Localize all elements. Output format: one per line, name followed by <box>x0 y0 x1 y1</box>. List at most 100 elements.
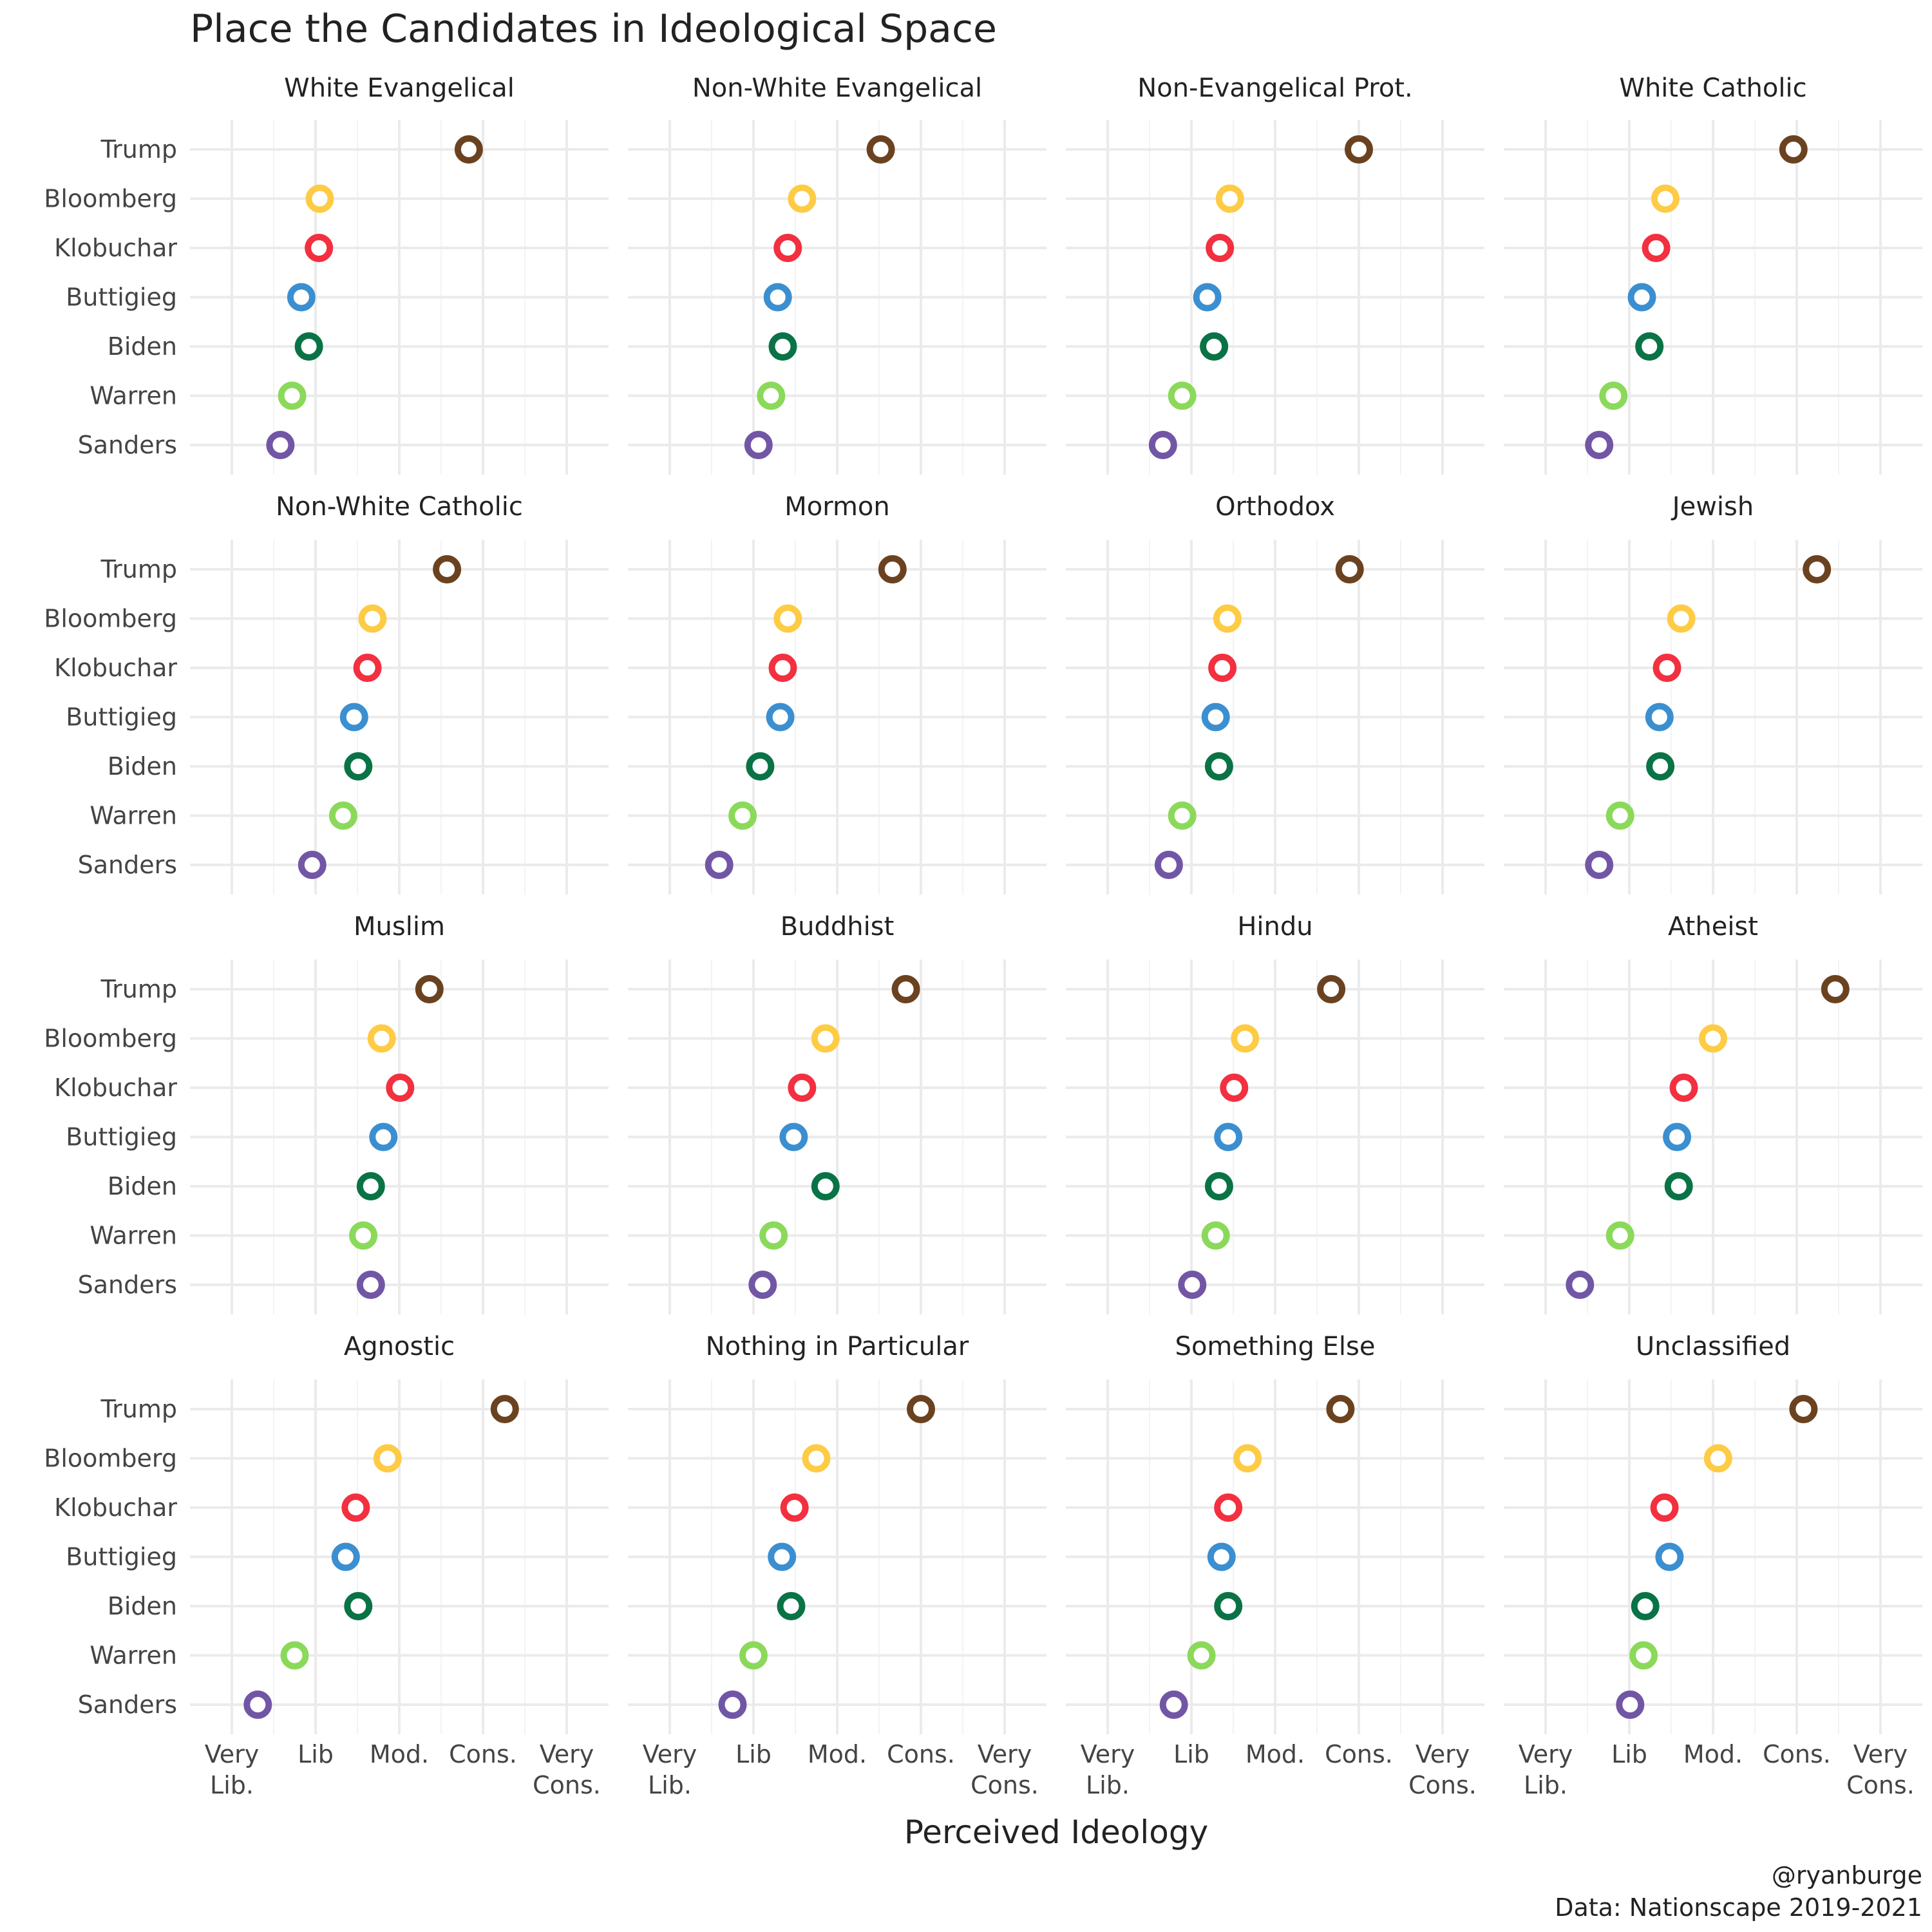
point-biden <box>1631 1592 1660 1620</box>
y-tick-label: Warren <box>90 1642 177 1670</box>
panel-non-white-evangelical: Non-White Evangelical <box>628 73 1046 475</box>
y-tick-label: Warren <box>90 382 177 410</box>
point-trump <box>907 1395 935 1423</box>
x-tick-label: Lib <box>298 1740 334 1768</box>
x-tick-label: Lib <box>735 1740 772 1768</box>
point-klobuchar <box>1208 654 1237 682</box>
chart-title: Place the Candidates in Ideological Spac… <box>190 6 997 52</box>
point-warren <box>1599 381 1628 410</box>
x-tick-label: Very Cons. <box>1846 1740 1915 1799</box>
point-trump <box>891 975 920 1003</box>
point-klobuchar <box>780 1493 809 1522</box>
panel-buddhist: Buddhist <box>628 912 1046 1314</box>
facet-label: Muslim <box>354 912 445 942</box>
point-bloomberg <box>305 184 334 213</box>
point-bloomberg <box>811 1024 840 1053</box>
facet-label: Something Else <box>1175 1332 1376 1361</box>
facet-label: Non-Evangelical Prot. <box>1137 73 1412 103</box>
point-klobuchar <box>1220 1074 1249 1102</box>
y-tick-label: Klobuchar <box>54 1493 177 1522</box>
point-buttigieg <box>1193 283 1222 312</box>
point-sanders <box>705 851 734 879</box>
point-sanders <box>1585 431 1614 459</box>
y-tick-label: Trump <box>100 555 177 583</box>
y-tick-label: Biden <box>108 752 177 781</box>
point-bloomberg <box>367 1024 396 1053</box>
point-sanders <box>1585 851 1614 879</box>
panel-something-else: Something Else Very Lib. Lib Mod. Cons. Very Co… <box>1066 1332 1484 1799</box>
point-warren <box>739 1641 768 1670</box>
facet-label: Mormon <box>784 492 890 522</box>
point-biden <box>746 752 775 781</box>
point-trump <box>1779 135 1808 164</box>
point-buttigieg <box>1627 283 1656 312</box>
point-biden <box>768 332 797 361</box>
y-tick-label: Biden <box>108 1592 177 1620</box>
facet-label: Nothing in Particular <box>706 1332 969 1361</box>
y-tick-label: Bloomberg <box>44 605 177 633</box>
panel-non-white-catholic: Non-White Catholic Trump Bloomberg Klobucha… <box>44 492 609 895</box>
point-sanders <box>243 1690 272 1719</box>
point-trump <box>415 975 444 1003</box>
point-trump <box>1326 1395 1355 1423</box>
x-tick-label: Very Cons. <box>971 1740 1039 1799</box>
facet-label: Unclassified <box>1636 1332 1790 1361</box>
point-biden <box>1664 1172 1693 1200</box>
point-biden <box>1214 1592 1243 1620</box>
point-klobuchar <box>386 1074 415 1102</box>
panel-white-catholic: White Catholic <box>1504 73 1922 475</box>
point-buttigieg <box>1207 1542 1236 1571</box>
point-buttigieg <box>1663 1122 1692 1151</box>
point-warren <box>349 1221 378 1250</box>
panel-unclassified: Unclassified Very Lib. Lib Mod. Cons. Very Cons… <box>1504 1332 1922 1799</box>
point-trump <box>866 135 895 164</box>
y-tick-label: Bloomberg <box>44 185 177 213</box>
y-tick-label: Klobuchar <box>54 1074 177 1102</box>
point-buttigieg <box>1645 703 1674 732</box>
point-sanders <box>298 851 327 879</box>
point-buttigieg <box>339 703 368 732</box>
point-bloomberg <box>373 1444 402 1473</box>
point-trump <box>433 555 462 583</box>
point-trump <box>490 1395 519 1423</box>
point-klobuchar <box>1642 234 1671 262</box>
y-tick-label: Warren <box>90 1222 177 1250</box>
point-klobuchar <box>1669 1074 1698 1102</box>
facet-label: White Catholic <box>1619 73 1806 103</box>
point-sanders <box>1154 851 1183 879</box>
point-trump <box>878 555 907 583</box>
panel-hindu: Hindu <box>1066 912 1484 1314</box>
facet-label: Non-White Catholic <box>276 492 523 522</box>
point-biden <box>1635 332 1664 361</box>
y-tick-label: Buttigieg <box>66 283 177 312</box>
x-tick-label: Cons. <box>449 1740 517 1768</box>
point-klobuchar <box>353 654 382 682</box>
x-tick-label: Lib <box>1173 1740 1209 1768</box>
y-tick-label: Klobuchar <box>54 654 177 682</box>
point-warren <box>1605 801 1634 830</box>
panel-orthodox: Orthodox <box>1066 492 1484 895</box>
point-bloomberg <box>1213 604 1242 633</box>
point-warren <box>728 801 757 830</box>
point-sanders <box>266 431 295 459</box>
point-bloomberg <box>1233 1444 1262 1473</box>
point-biden <box>1646 752 1675 781</box>
y-tick-label: Sanders <box>78 1271 177 1299</box>
point-buttigieg <box>1655 1542 1684 1571</box>
point-klobuchar <box>341 1493 370 1522</box>
point-biden <box>356 1172 385 1200</box>
point-buttigieg <box>779 1122 808 1151</box>
point-biden <box>1204 1172 1233 1200</box>
point-klobuchar <box>788 1074 817 1102</box>
point-sanders <box>356 1271 385 1299</box>
y-tick-label: Buttigieg <box>66 703 177 732</box>
point-sanders <box>718 1690 747 1719</box>
facet-label: Jewish <box>1671 492 1754 522</box>
y-tick-label: Buttigieg <box>66 1123 177 1151</box>
point-warren <box>759 1221 788 1250</box>
point-bloomberg <box>1699 1024 1727 1053</box>
point-buttigieg <box>763 283 792 312</box>
point-warren <box>1187 1641 1216 1670</box>
point-warren <box>1168 381 1197 410</box>
point-klobuchar <box>768 654 797 682</box>
